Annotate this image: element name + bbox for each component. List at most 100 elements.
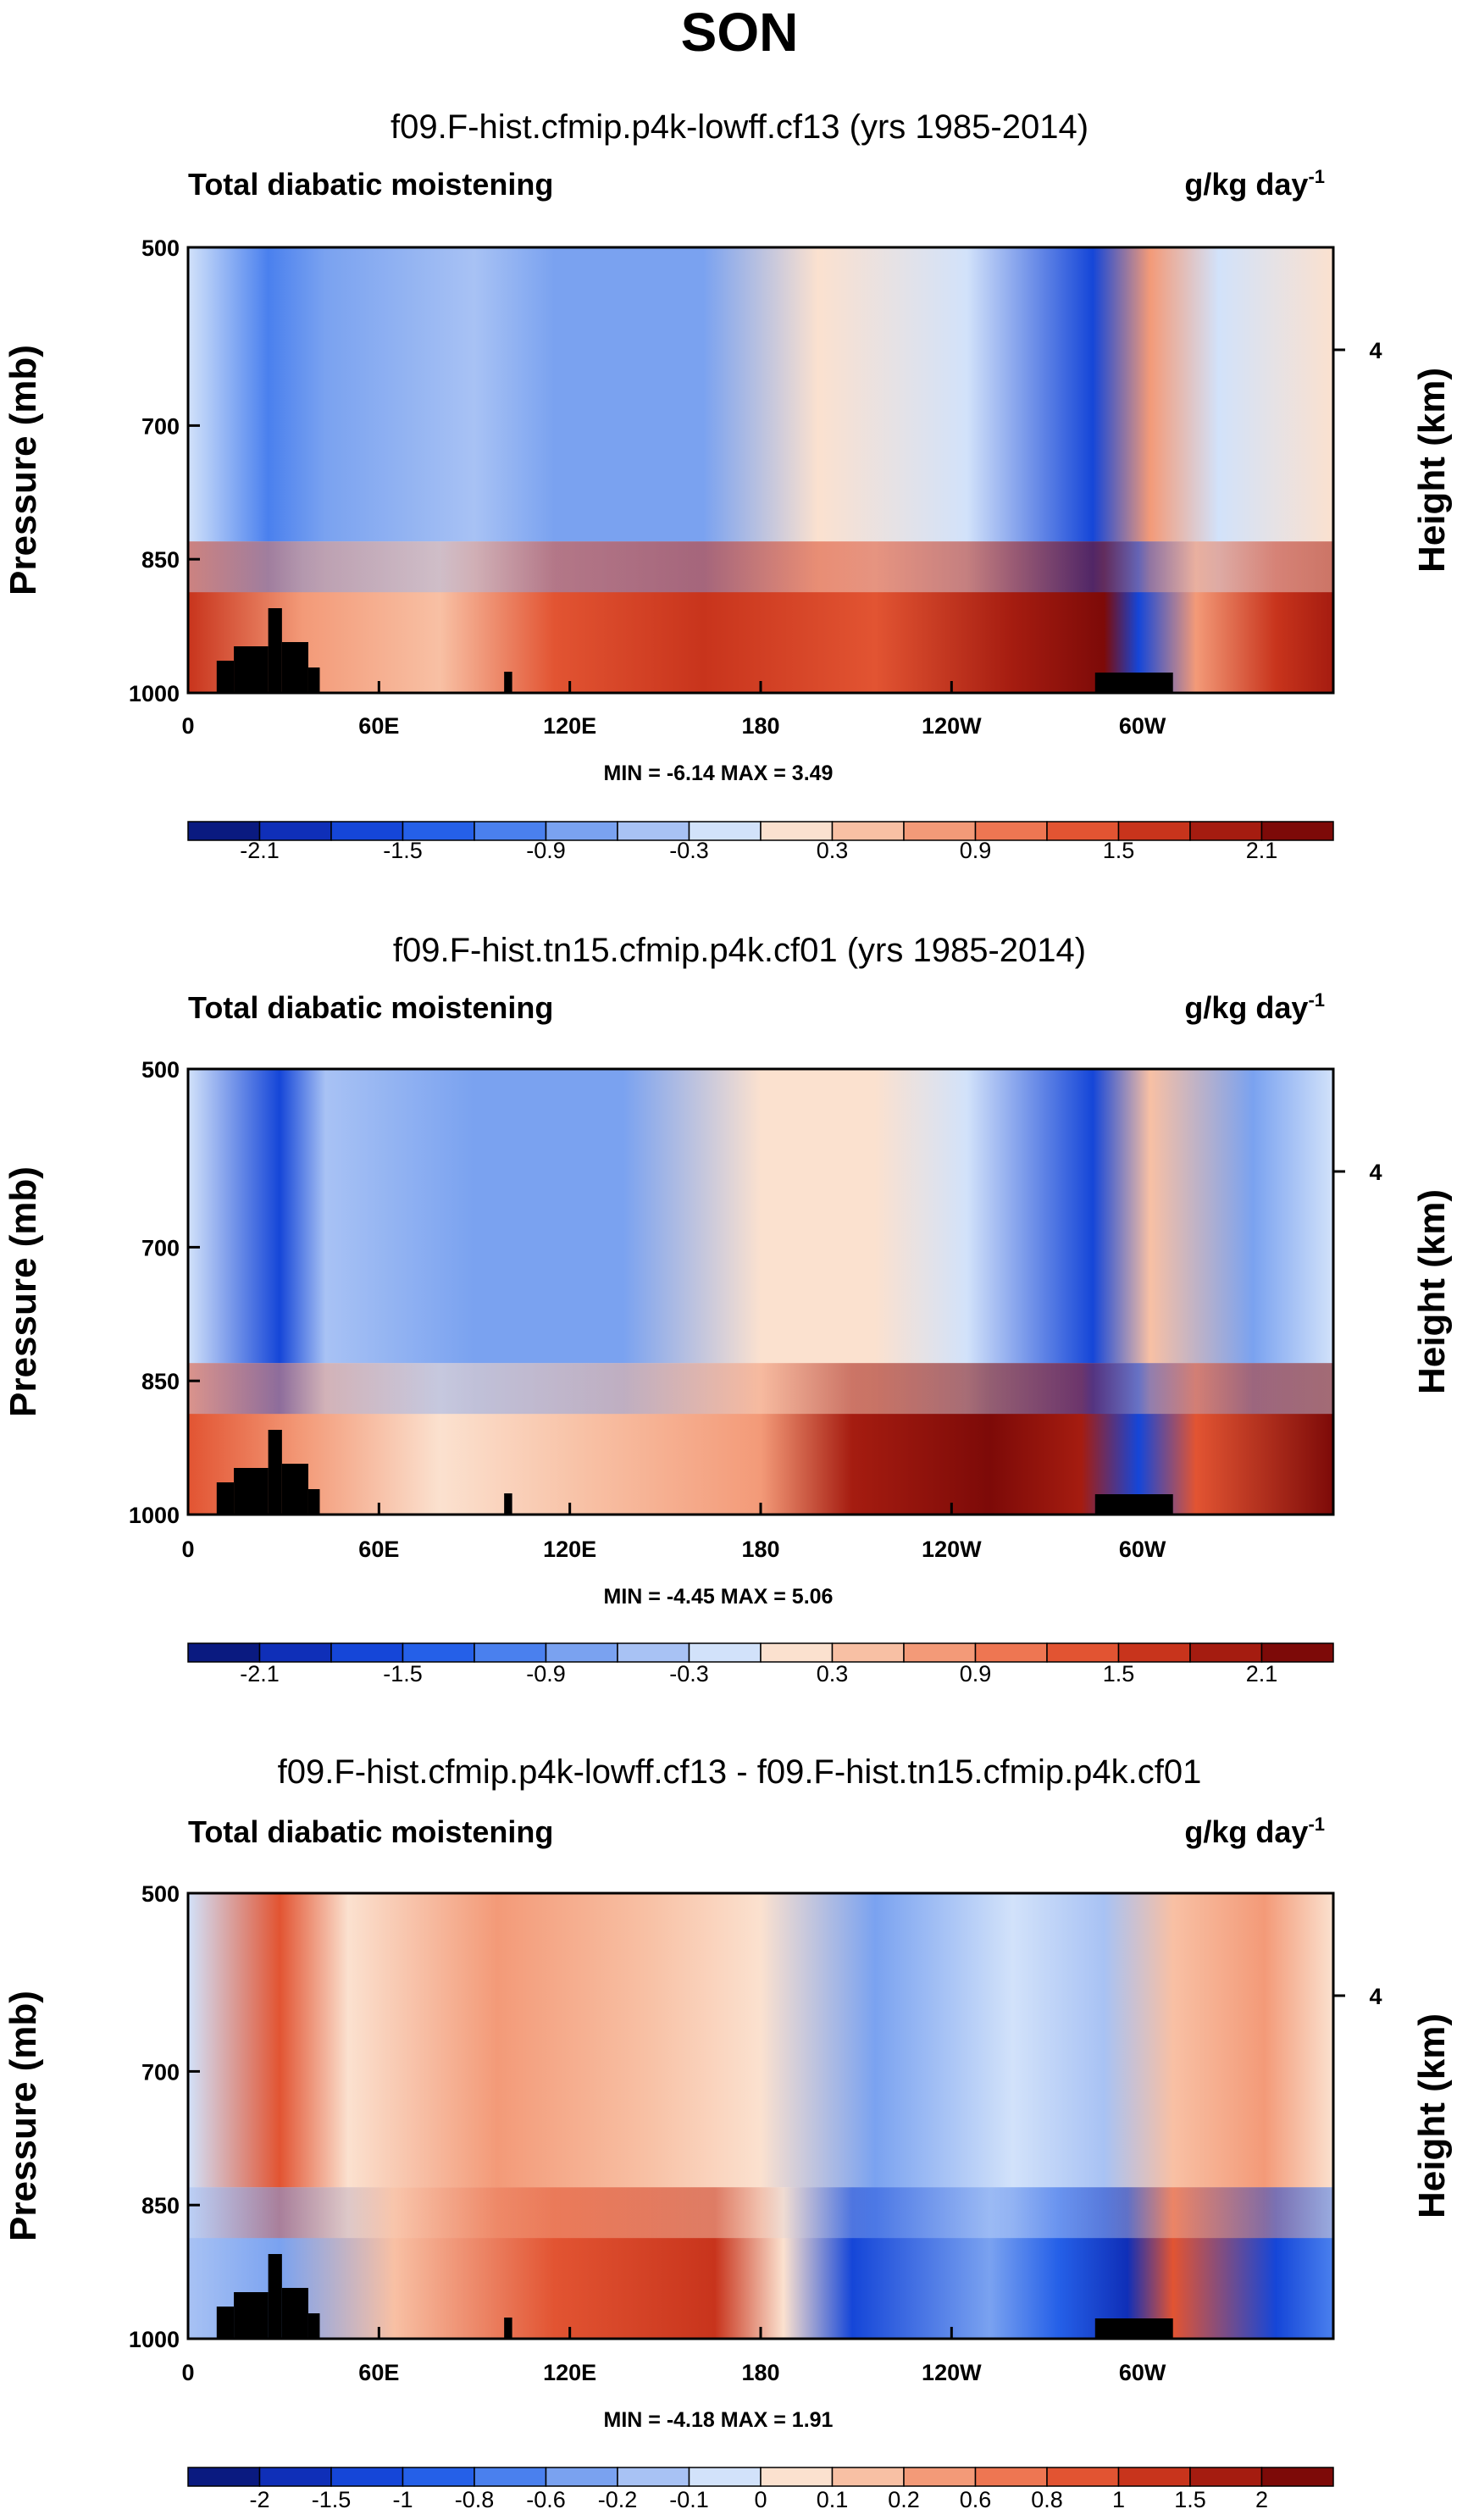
colorbar-label: -0.3 <box>669 1661 709 1686</box>
min-max-label: MIN = -4.45 MAX = 5.06 <box>604 1585 834 1609</box>
colorbar-swatch <box>1260 2467 1334 2487</box>
x-tick-label: 180 <box>741 1537 779 1562</box>
colorbar-label: 0.3 <box>817 838 849 863</box>
colorbar-swatch <box>688 2467 762 2487</box>
colorbar-label: 1 <box>1112 2487 1125 2512</box>
y2-axis-title: Height (km) <box>1411 1189 1453 1394</box>
colorbar-swatch <box>617 1642 690 1663</box>
colorbar-swatch <box>831 2467 905 2487</box>
y-axis-title: Pressure (mb) <box>3 1166 44 1417</box>
x-tick-label: 120W <box>922 713 982 739</box>
topography-mask <box>281 1464 308 1515</box>
y-tick-label: 700 <box>141 2059 180 2085</box>
topography-mask <box>1094 2318 1173 2339</box>
topography-mask <box>1094 673 1173 693</box>
x-tick-label: 120E <box>543 1537 596 1562</box>
x-tick-label: 0 <box>181 2360 194 2385</box>
topography-mask <box>216 661 235 693</box>
x-tick-label: 180 <box>741 713 779 739</box>
field-blend <box>188 490 1333 593</box>
colorbar-swatch <box>1117 1642 1191 1663</box>
field-blend <box>188 1312 1333 1415</box>
colorbar-swatch <box>1260 1642 1334 1663</box>
colorbar-swatch <box>1189 2467 1263 2487</box>
y-axis-title: Pressure (mb) <box>3 345 44 595</box>
colorbar-label: -1 <box>392 2487 413 2512</box>
topography-mask <box>281 642 308 693</box>
colorbar-label: -0.9 <box>526 1661 566 1686</box>
colorbar-label: 0.9 <box>960 1661 992 1686</box>
colorbar-label: -1.5 <box>383 1661 423 1686</box>
units-superscript: -1 <box>1308 166 1325 187</box>
colorbar-label: 0.8 <box>1031 2487 1063 2512</box>
colorbar-label: -2.1 <box>240 838 280 863</box>
y-tick-label: 850 <box>141 547 180 573</box>
colorbar-label: -0.8 <box>455 2487 495 2512</box>
colorbar-swatch <box>258 2467 332 2487</box>
y-tick-label: 500 <box>141 1057 180 1083</box>
colorbar-label: -0.1 <box>669 2487 709 2512</box>
colorbar-swatch <box>903 2467 977 2487</box>
x-tick-label: 60W <box>1119 2360 1166 2385</box>
colorbar-swatch <box>974 2467 1048 2487</box>
topography-mask <box>504 672 512 693</box>
y-tick-label: 500 <box>141 1881 180 1907</box>
y-tick-label: 700 <box>141 1235 180 1260</box>
x-tick-label: 60E <box>358 1537 399 1562</box>
colorbar-swatch <box>1189 1642 1263 1663</box>
colorbar-label: 0.3 <box>817 1661 849 1686</box>
variable-label: Total diabatic moistening <box>188 167 553 202</box>
colorbar-label: -0.6 <box>526 2487 566 2512</box>
y2-axis-title: Height (km) <box>1411 368 1453 573</box>
topography-mask <box>216 2307 235 2339</box>
colorbar-swatch <box>474 1642 547 1663</box>
variable-label: Total diabatic moistening <box>188 1814 553 1849</box>
colorbar-label: 0.1 <box>817 2487 849 2512</box>
units-label: g/kg day-1 <box>1184 989 1325 1025</box>
y2-tick-label: 4 <box>1369 338 1382 363</box>
colorbar-swatch <box>903 1642 977 1663</box>
colorbar-swatch <box>760 1642 834 1663</box>
topography-mask <box>307 2313 320 2339</box>
topography-mask <box>307 667 320 693</box>
topography-mask <box>268 2254 282 2339</box>
y2-tick-label: 4 <box>1369 1160 1382 1185</box>
x-tick-label: 0 <box>181 713 194 739</box>
topography-mask <box>307 1489 320 1515</box>
colorbar-label: 2.1 <box>1246 1661 1278 1686</box>
colorbar-swatch <box>330 1642 404 1663</box>
x-tick-label: 180 <box>741 2360 779 2385</box>
topography-mask <box>504 1493 512 1515</box>
colorbar-swatch <box>617 2467 690 2487</box>
units-superscript: -1 <box>1308 989 1325 1011</box>
colorbar-swatch <box>760 2467 834 2487</box>
variable-label: Total diabatic moistening <box>188 990 553 1025</box>
y2-tick-label: 4 <box>1369 1984 1382 2009</box>
units-superscript: -1 <box>1308 1814 1325 1835</box>
colorbar-swatch <box>688 1642 762 1663</box>
colorbar-swatch <box>545 1642 618 1663</box>
units-label: g/kg day-1 <box>1184 166 1325 202</box>
x-tick-label: 120E <box>543 2360 596 2385</box>
units-text: g/kg day <box>1184 1814 1308 1849</box>
y-tick-label: 1000 <box>129 1503 180 1528</box>
panel-title: f09.F-hist.cfmip.p4k-lowff.cf13 (yrs 198… <box>391 108 1088 146</box>
colorbar-label: 1.5 <box>1103 838 1135 863</box>
colorbar-swatch <box>187 2467 261 2487</box>
topography-mask <box>234 2292 269 2339</box>
y-tick-label: 1000 <box>129 2327 180 2352</box>
units-label: g/kg day-1 <box>1184 1814 1325 1849</box>
topography-mask <box>234 646 269 693</box>
x-tick-label: 0 <box>181 1537 194 1562</box>
topography-mask <box>216 1482 235 1515</box>
colorbar-label: 2 <box>1255 2487 1268 2512</box>
x-tick-label: 60E <box>358 713 399 739</box>
colorbar-swatch <box>974 1642 1048 1663</box>
min-max-label: MIN = -4.18 MAX = 1.91 <box>604 2408 834 2432</box>
colorbar-label: -0.2 <box>598 2487 638 2512</box>
panel-1: f09.F-hist.cfmip.p4k-lowff.cf13 (yrs 198… <box>3 108 1453 863</box>
colorbar-swatch <box>258 1642 332 1663</box>
y-tick-label: 1000 <box>129 681 180 706</box>
colorbar-label: -0.3 <box>669 838 709 863</box>
colorbar-label: -0.9 <box>526 838 566 863</box>
